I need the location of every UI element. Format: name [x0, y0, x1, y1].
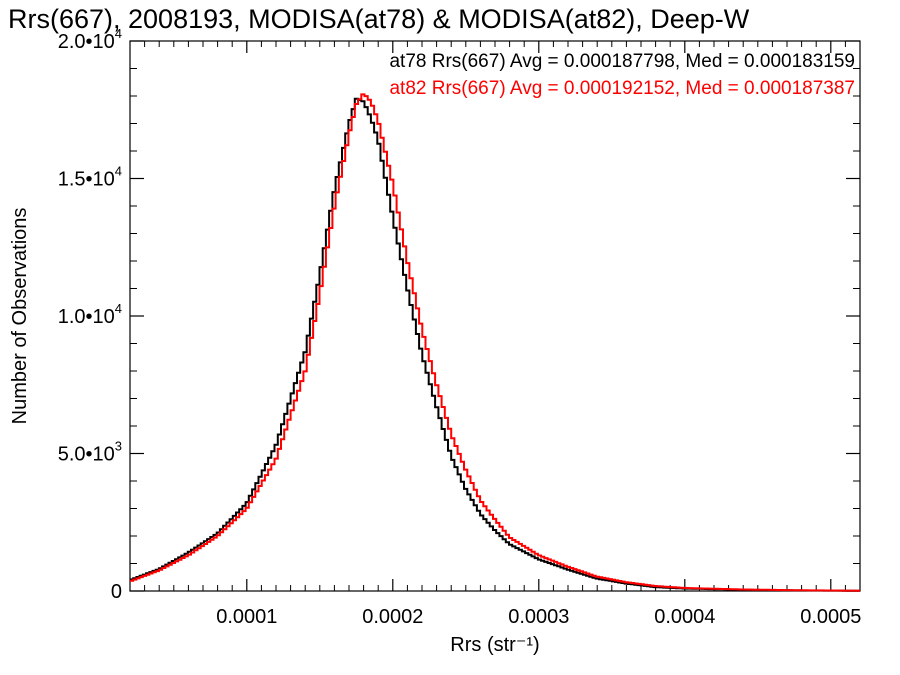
y-tick-label: 1.5•104: [58, 164, 122, 191]
series-group: [130, 93, 860, 592]
y-tick-label: 2.0•104: [58, 26, 122, 53]
y-tick-exponent: 4: [115, 301, 122, 316]
x-tick-label: 0.0005: [800, 606, 861, 628]
y-tick-label: 0: [111, 581, 122, 603]
y-tick-exponent: 4: [115, 164, 122, 179]
y-tick-exponent: 3: [115, 439, 122, 454]
x-tick-label: 0.0001: [216, 606, 277, 628]
legend-entry-at82: at82 Rrs(667) Avg = 0.000192152, Med = 0…: [389, 78, 855, 99]
y-tick-mantissa: 5.0•10: [58, 444, 115, 466]
x-tick-label: 0.0002: [362, 606, 423, 628]
y-tick-label: 5.0•103: [58, 439, 122, 466]
legend-entry-at78: at78 Rrs(667) Avg = 0.000187798, Med = 0…: [389, 51, 855, 72]
axis-ticks: 0.0001 0.0002 0.0003 0.0004 0.0005 0 5.0•103 1.…: [58, 26, 862, 628]
x-tick-label: 0.0004: [654, 606, 715, 628]
y-axis-label: Number of Observations: [9, 208, 31, 425]
y-tick-mantissa: 1.5•10: [58, 169, 115, 191]
y-tick-mantissa: 1.0•10: [58, 306, 115, 328]
x-tick-label: 0.0003: [508, 606, 569, 628]
x-axis-label: Rrs (str⁻¹): [450, 634, 539, 656]
y-tick-mantissa: 0: [111, 581, 122, 603]
y-tick-exponent: 4: [115, 26, 122, 41]
y-tick-label: 1.0•104: [58, 301, 122, 328]
y-tick-mantissa: 2.0•10: [58, 31, 115, 53]
series-line-at82: [130, 93, 860, 592]
chart-title: Rrs(667), 2008193, MODISA(at78) & MODISA…: [8, 4, 750, 34]
